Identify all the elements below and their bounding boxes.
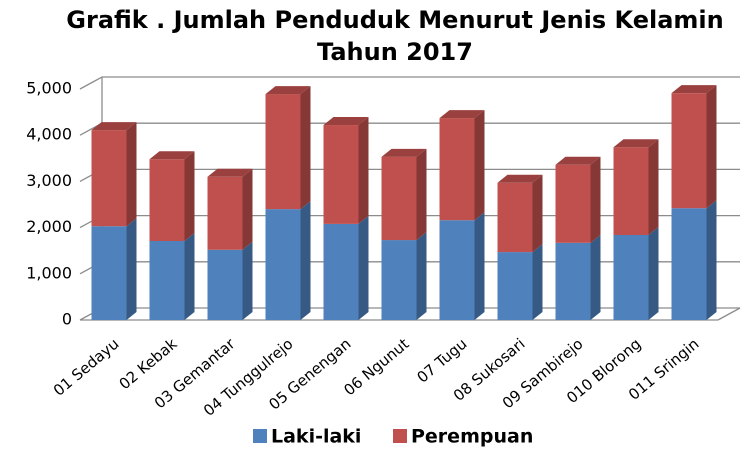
bar-top	[439, 110, 485, 119]
x-tick-label: 07 Tugu	[413, 335, 470, 387]
grid-line	[79, 122, 740, 136]
bar-side	[126, 122, 137, 227]
bar-side	[126, 218, 137, 320]
bar-side	[358, 117, 369, 224]
bar-side	[532, 244, 543, 320]
bar-side	[648, 226, 659, 320]
bar-side	[706, 85, 717, 209]
floor-edge	[717, 307, 741, 321]
y-tick-label: 1,000	[26, 263, 72, 282]
bar	[381, 240, 417, 320]
bar-side	[416, 232, 427, 320]
bar	[323, 125, 359, 224]
bar-side	[474, 110, 485, 221]
y-tick-label: 2,000	[26, 217, 72, 236]
bar	[91, 130, 127, 227]
x-tick-label: 01 Sedayu	[50, 335, 123, 400]
y-tick-label: 5,000	[26, 79, 72, 98]
bar-side	[242, 241, 253, 320]
bar	[91, 226, 127, 320]
bar	[439, 118, 475, 221]
bar	[671, 93, 707, 209]
bar	[613, 234, 649, 320]
bar-top	[323, 117, 369, 126]
bar-top	[207, 168, 253, 177]
bar	[149, 159, 185, 241]
legend-item: Perempuan	[393, 426, 533, 448]
bar-side	[358, 215, 369, 320]
bar-top	[265, 86, 311, 95]
x-tick-label: 06 Ngunut	[340, 335, 412, 400]
legend-label: Laki-laki	[271, 426, 361, 448]
bar-side	[300, 86, 311, 210]
bar	[555, 242, 591, 320]
bar-side	[184, 232, 195, 320]
bar	[439, 220, 475, 320]
bar	[207, 249, 243, 320]
bar-top	[91, 122, 137, 131]
bar	[497, 182, 533, 253]
bar	[381, 156, 417, 241]
grid-line	[79, 76, 740, 90]
bar-side	[416, 148, 427, 241]
bar-side	[242, 168, 253, 250]
bar	[265, 94, 301, 210]
legend-swatch	[393, 429, 407, 443]
bar	[265, 209, 301, 320]
bar-side	[648, 139, 659, 235]
bar-top	[555, 156, 601, 165]
bar-side	[184, 151, 195, 241]
bar-top	[149, 151, 195, 160]
bar	[555, 164, 591, 243]
bar-side	[532, 174, 543, 253]
bar-side	[590, 156, 601, 243]
y-tick-label: 3,000	[26, 171, 72, 190]
y-tick-label: 4,000	[26, 125, 72, 144]
bar-top	[497, 174, 543, 183]
bar-side	[590, 234, 601, 320]
y-tick-label: 0	[62, 310, 72, 329]
bar-side	[706, 200, 717, 320]
legend-label: Perempuan	[411, 426, 533, 448]
bar-side	[300, 201, 311, 320]
legend-item: Laki-laki	[253, 426, 361, 448]
bar-top	[381, 148, 427, 157]
bar-side	[474, 212, 485, 320]
bar-top	[613, 139, 659, 148]
bar	[671, 208, 707, 320]
bar	[149, 240, 185, 320]
legend-swatch	[253, 429, 267, 443]
chart-title: Grafik . Jumlah Penduduk Menurut Jenis K…	[66, 6, 724, 66]
bar	[323, 223, 359, 320]
bar	[497, 252, 533, 320]
bar-top	[671, 85, 717, 94]
bar	[207, 176, 243, 250]
bar	[613, 147, 649, 235]
